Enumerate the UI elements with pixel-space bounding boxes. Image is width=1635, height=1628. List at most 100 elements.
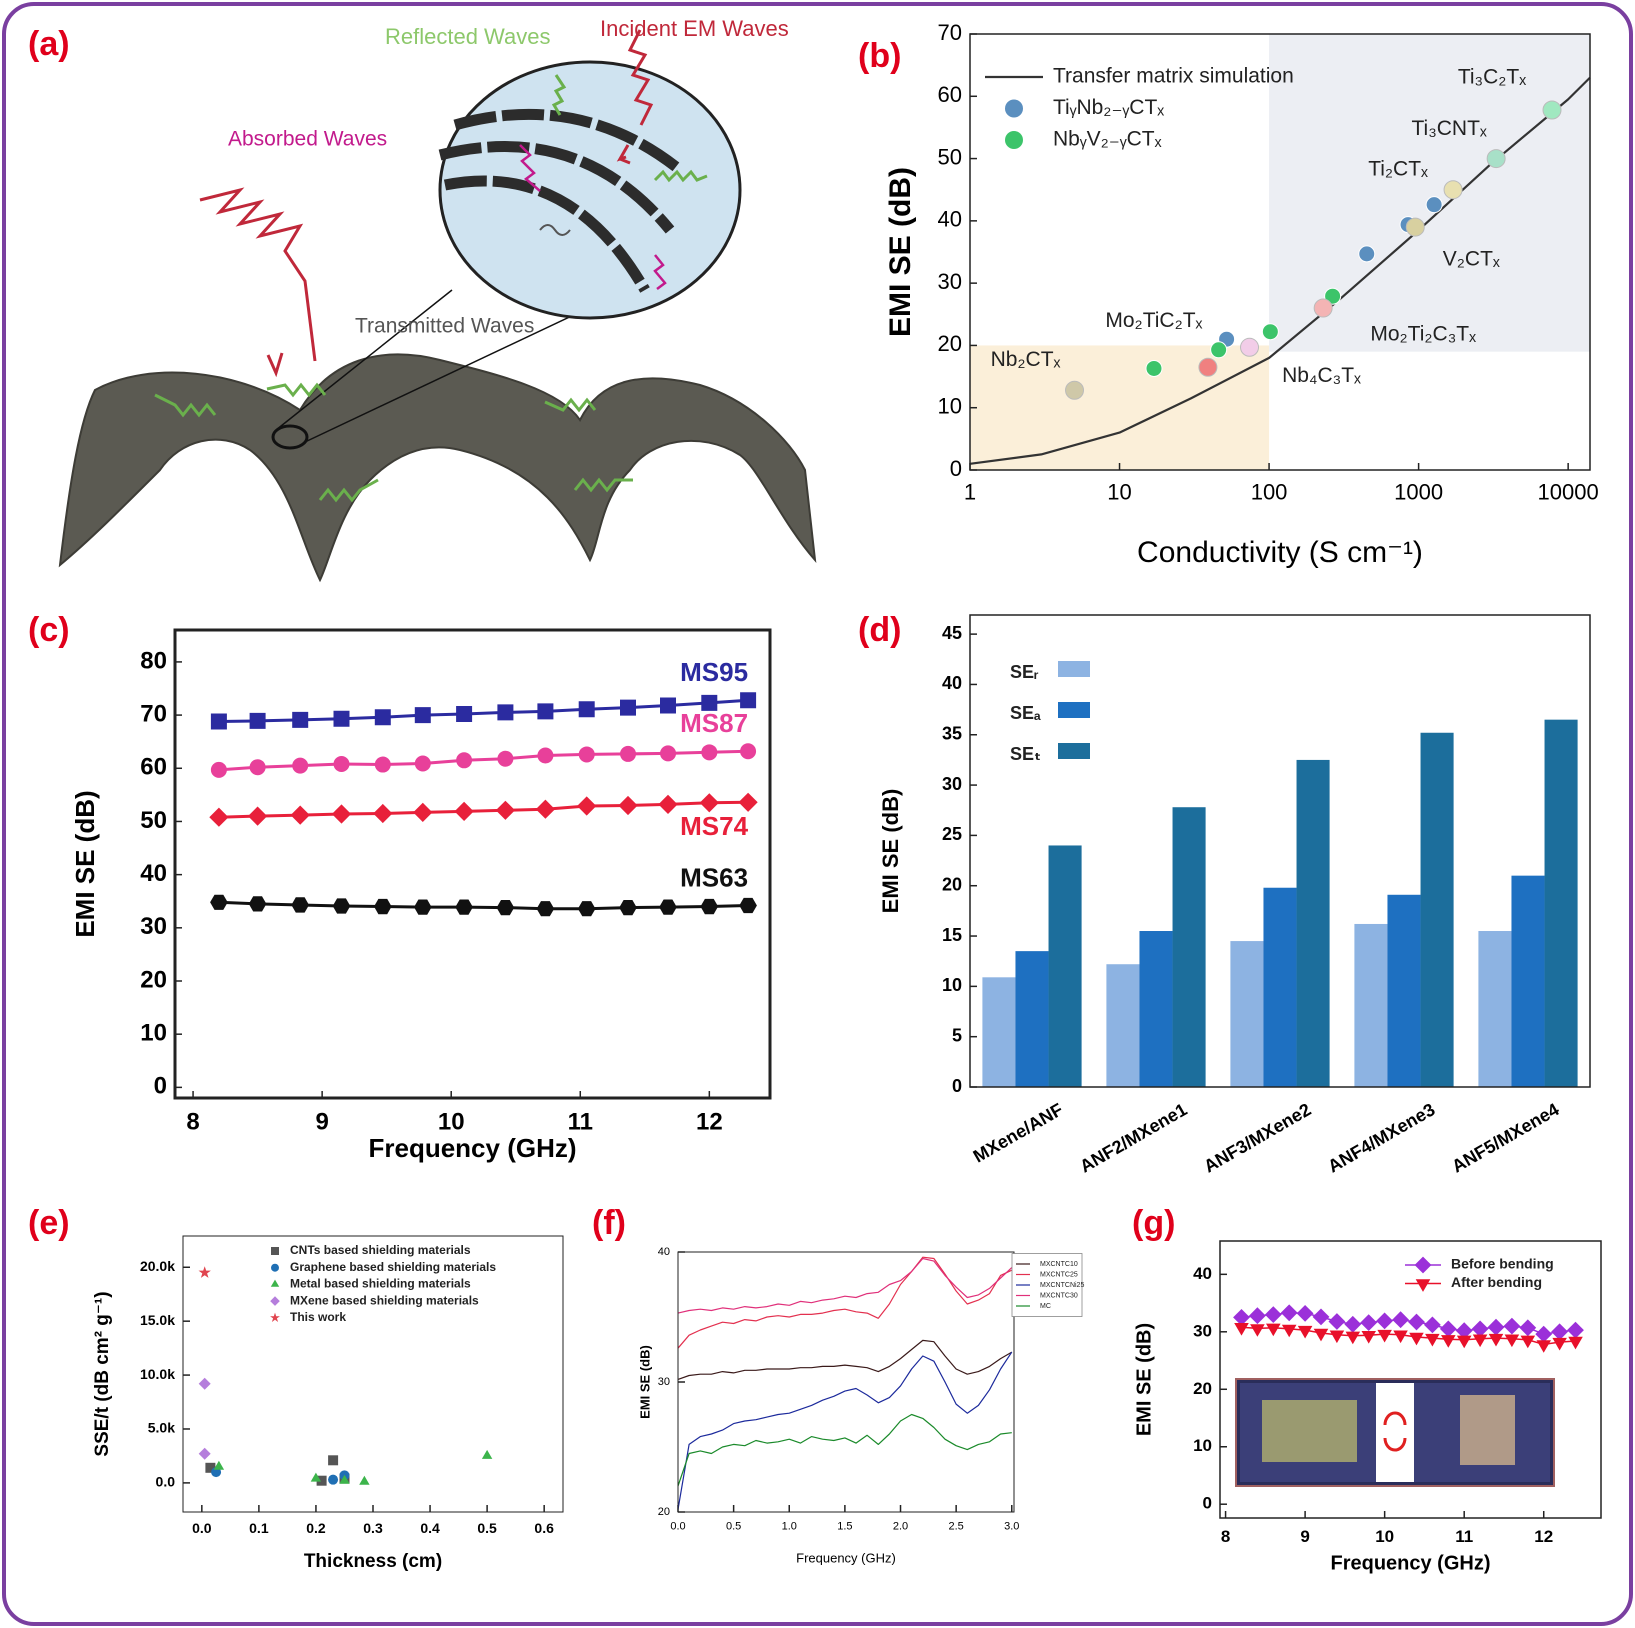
- marker: [1504, 1334, 1520, 1348]
- marker: [1471, 1320, 1489, 1338]
- marker: [454, 801, 474, 821]
- marker: [660, 697, 676, 714]
- marker: [537, 703, 554, 720]
- y-axis-title: EMI SE (dB): [878, 789, 903, 914]
- marker: [333, 756, 350, 773]
- marker: [1393, 1330, 1408, 1344]
- y-tick-label: 40: [938, 207, 962, 232]
- y-tick-label: 20: [1193, 1379, 1212, 1398]
- marker: [374, 709, 391, 726]
- y-tick-label: 70: [140, 700, 167, 727]
- x-tick-label: 0.5: [477, 1520, 497, 1536]
- x-axis-title: Frequency (GHz): [368, 1133, 576, 1163]
- marker: [1266, 1323, 1281, 1337]
- bar: [1015, 951, 1049, 1087]
- series-line: [677, 1339, 1013, 1380]
- transmitted-wave: [573, 477, 633, 493]
- y-axis-title: EMI SE (dB): [70, 790, 100, 937]
- marker: [1312, 1308, 1330, 1326]
- zoom-circle: [438, 60, 742, 320]
- bend-arrows: [1383, 1411, 1407, 1452]
- marker: [374, 898, 392, 915]
- plot-frame: [182, 1235, 564, 1513]
- annotation: Reflected Waves: [385, 24, 550, 49]
- panel-label: (a): [28, 25, 70, 63]
- x-tick-label: 1000: [1394, 479, 1443, 504]
- marker: [577, 796, 597, 816]
- layer: [443, 175, 650, 293]
- marker: [210, 761, 227, 778]
- marker: [328, 1455, 339, 1466]
- y-tick-label: 30: [1193, 1321, 1212, 1340]
- marker: [1210, 341, 1228, 359]
- x-tick-label: 9: [315, 1109, 328, 1136]
- panel-label: (g): [1132, 1204, 1175, 1242]
- marker: [1409, 1332, 1424, 1346]
- series-label: MS95: [680, 657, 748, 687]
- x-tick-label: 0.5: [726, 1521, 741, 1533]
- arrow-head: [266, 352, 284, 378]
- marker: [455, 899, 473, 915]
- legend-swatch: [271, 1263, 279, 1272]
- marker: [1296, 1305, 1314, 1322]
- marker: [700, 898, 719, 915]
- legend-swatch: [270, 1312, 280, 1322]
- x-tick-label: 11: [568, 1109, 593, 1136]
- marker: [359, 1475, 370, 1485]
- point: [1443, 180, 1463, 200]
- marker: [1392, 1311, 1409, 1329]
- panel-label: (c): [28, 611, 70, 649]
- legend-swatch: [1414, 1256, 1432, 1274]
- point: [1240, 337, 1260, 357]
- marker: [740, 743, 757, 760]
- reflected-wave: [653, 169, 708, 183]
- y-tick-label: 45: [942, 623, 962, 643]
- bar: [982, 977, 1016, 1087]
- point-label: Ti₃CNTₓ: [1411, 117, 1486, 140]
- marker: [578, 701, 595, 718]
- y-tick-label: 50: [140, 807, 167, 834]
- marker: [292, 711, 309, 728]
- legend-label: MXene based shielding materials: [290, 1293, 479, 1307]
- marker: [1377, 1329, 1392, 1343]
- bar: [1296, 759, 1330, 1087]
- x-tick-label: 11: [1455, 1527, 1473, 1546]
- series-label: MS63: [680, 862, 748, 892]
- legend-label: MXCNTC30: [1040, 1292, 1078, 1299]
- marker: [210, 713, 227, 730]
- incident-wave: [199, 187, 317, 362]
- marker: [1488, 1333, 1504, 1347]
- reflected-wave: [266, 382, 327, 398]
- y-tick-label: 10: [140, 1020, 167, 1047]
- marker: [1261, 323, 1279, 341]
- y-tick-label: 40: [658, 1246, 670, 1258]
- point-label: Mo₂TiC₂Tₓ: [1105, 309, 1202, 332]
- point: [1198, 357, 1218, 377]
- x-tick-label: 3.0: [1004, 1521, 1019, 1533]
- x-tick-label: 100: [1251, 479, 1288, 504]
- marker: [1329, 1330, 1345, 1344]
- marker: [620, 745, 637, 762]
- x-tick-label: 0.0: [192, 1520, 212, 1536]
- region: [970, 345, 1270, 470]
- legend-label: Transfer matrix simulation: [1053, 65, 1294, 88]
- y-axis-title: EMI SE (dB): [1133, 1323, 1155, 1436]
- series-line: [969, 76, 1591, 465]
- x-tick-label: 8: [186, 1109, 199, 1136]
- marker: [699, 793, 719, 813]
- y-tick-label: 0.0: [156, 1474, 176, 1490]
- y-tick-label: 25: [942, 824, 962, 844]
- x-tick-label: 9: [1300, 1527, 1309, 1546]
- photo-inset: [1235, 1378, 1555, 1487]
- legend-label: MXCNTC25: [1040, 1271, 1078, 1278]
- marker: [292, 757, 309, 774]
- y-tick-label: 50: [938, 144, 962, 169]
- legend-swatch: [270, 1279, 280, 1287]
- series-line: [677, 1257, 1013, 1314]
- marker: [414, 899, 432, 915]
- y-tick-label: 0: [154, 1073, 167, 1100]
- y-tick-label: 40: [942, 673, 962, 693]
- y-tick-label: 20: [938, 331, 962, 356]
- marker: [1234, 1323, 1249, 1336]
